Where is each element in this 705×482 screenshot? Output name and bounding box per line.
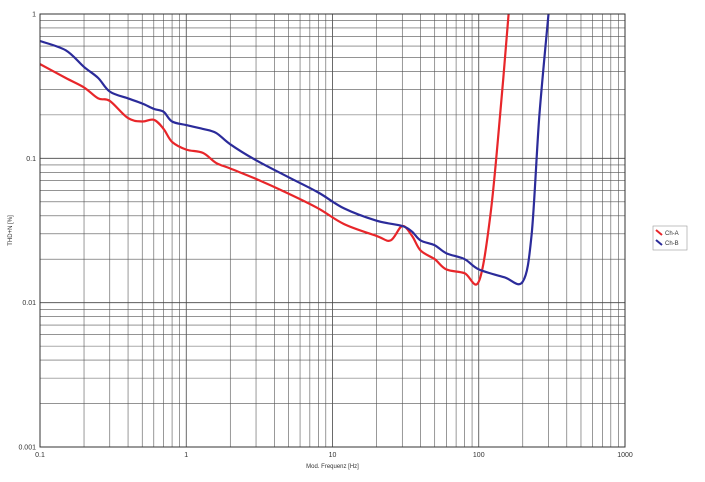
legend-box [652, 225, 688, 251]
x-tick-label: 100 [473, 452, 485, 459]
y-tick-label: 1 [32, 12, 36, 19]
series-line-1 [40, 14, 510, 286]
legend-swatch [655, 239, 663, 246]
legend: Ch-A Ch-B [652, 225, 688, 251]
series-line-2 [40, 14, 550, 286]
plot-frame [39, 13, 626, 448]
x-tick-label: 1 [184, 452, 188, 459]
x-axis-title: Mod. Frequenz [Hz] [306, 464, 359, 470]
x-tick-labels: 0.1 1 10 100 1000 [35, 452, 633, 459]
x-tick-label: 10 [329, 452, 337, 459]
y-tick-label: 0.1 [26, 156, 36, 163]
x-tick-label: 1000 [617, 452, 633, 459]
y-tick-label: 0.001 [18, 445, 36, 452]
legend-label: Ch-B [665, 241, 679, 247]
grid [39, 14, 625, 448]
x-tick-label: 0.1 [35, 452, 45, 459]
legend-swatch [655, 229, 663, 236]
y-tick-label: 0.01 [22, 300, 36, 307]
y-axis-title: THD+N [%] [8, 215, 14, 246]
y-tick-labels: 1 0.1 0.01 0.001 [18, 12, 36, 452]
legend-label: Ch-A [665, 231, 679, 237]
series-layer [40, 14, 550, 286]
